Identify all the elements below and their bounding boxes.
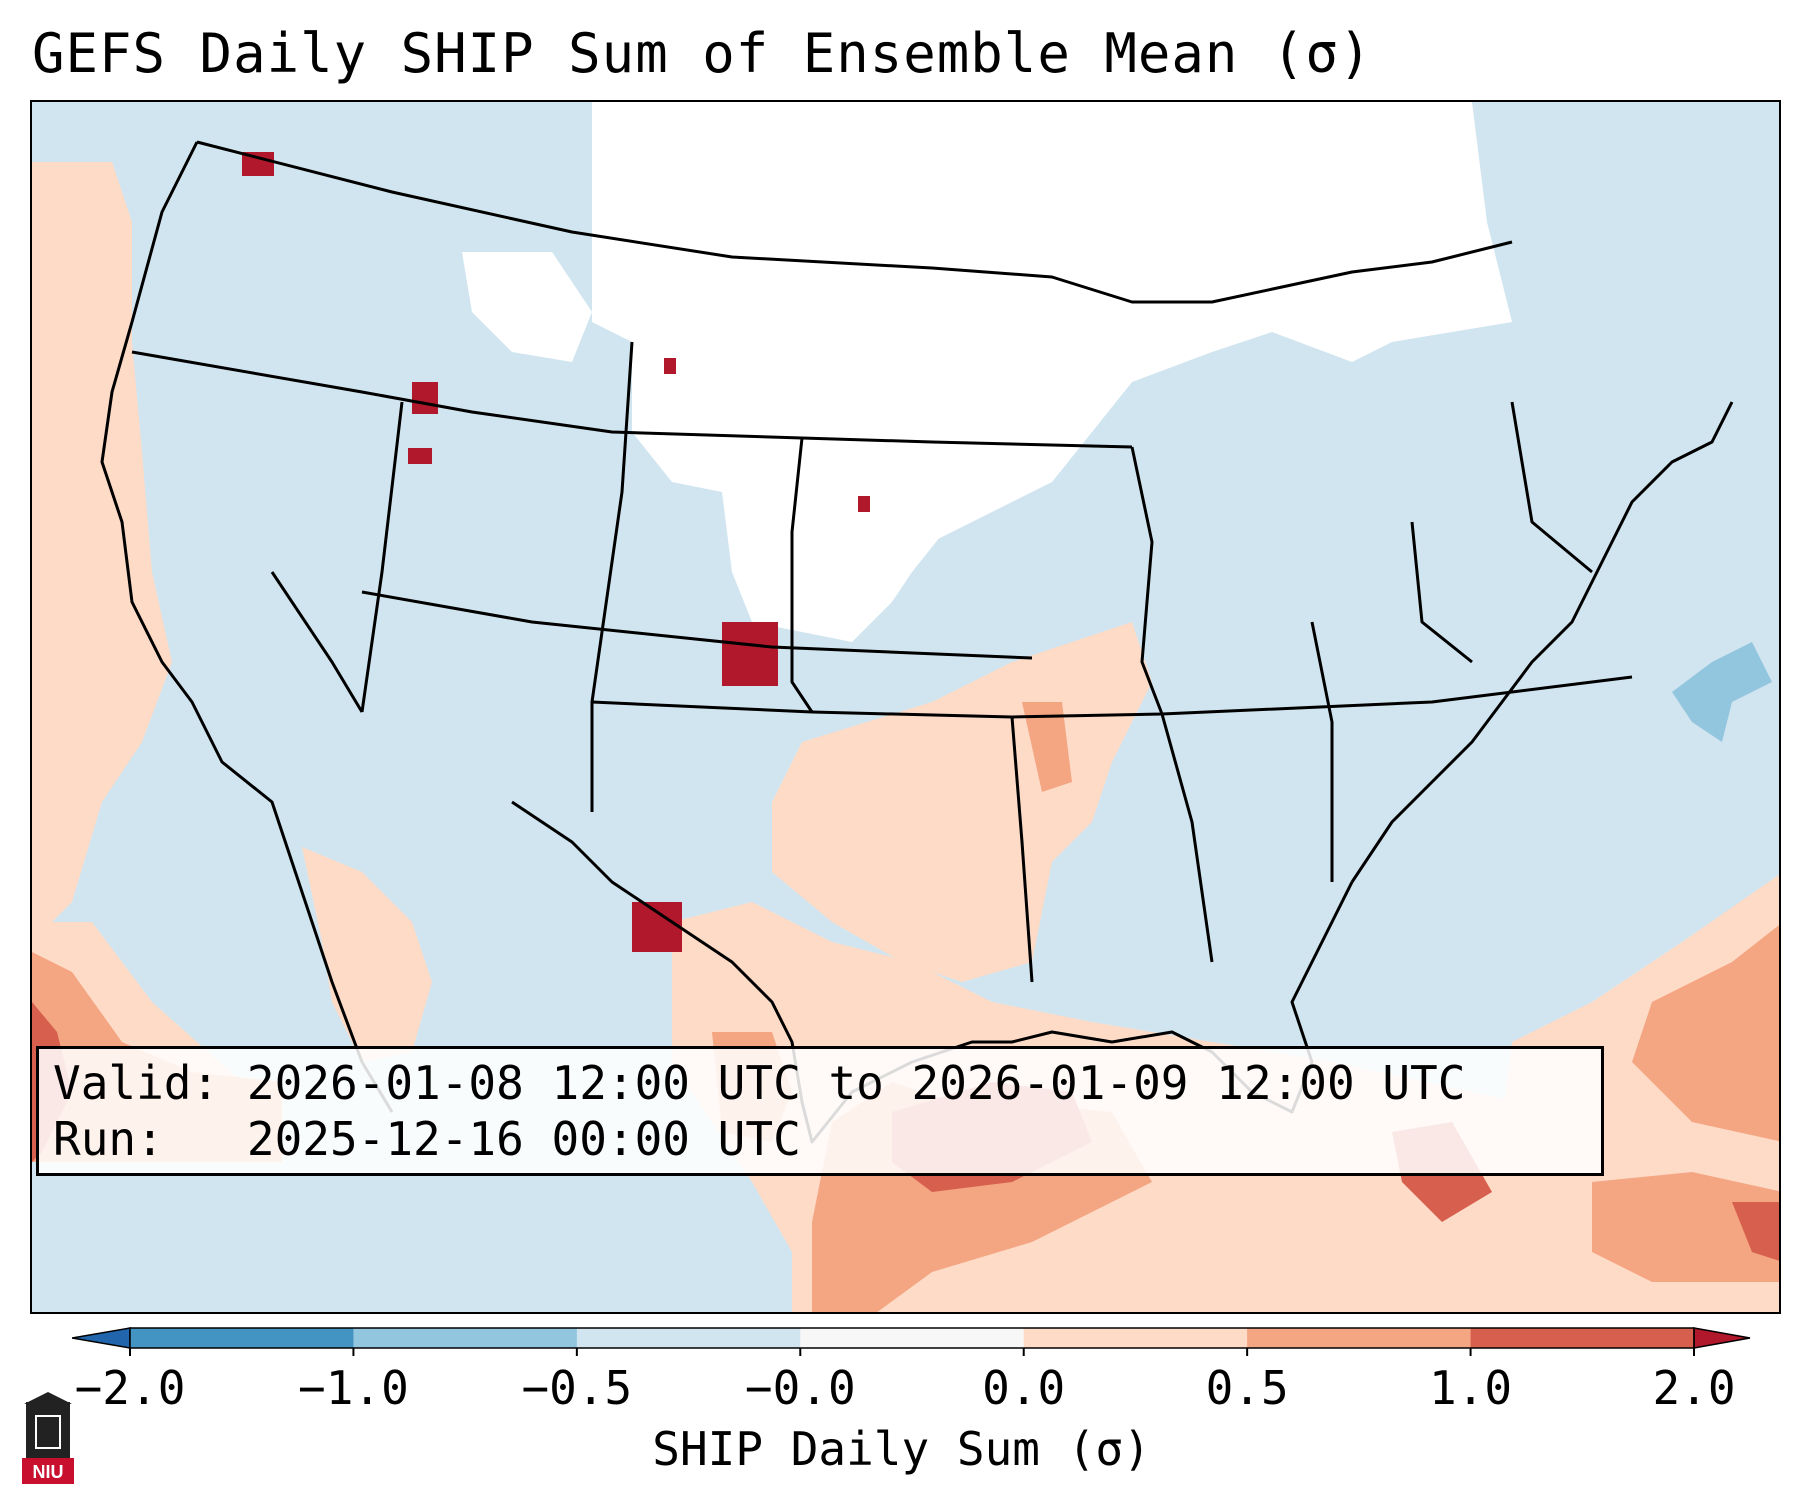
- valid-value: 2026-01-08 12:00 UTC to 2026-01-09 12:00…: [246, 1056, 1466, 1110]
- valid-line: Valid: 2026-01-08 12:00 UTC to 2026-01-0…: [53, 1055, 1587, 1111]
- colorbar-bin: [1247, 1328, 1472, 1348]
- east-coast: [1350, 401, 1734, 883]
- logo-tower: [26, 1402, 70, 1458]
- anomaly-spot-idaho: [412, 382, 438, 414]
- colorbar-outline: [129, 1327, 1695, 1349]
- state-line-7: [1010, 716, 1034, 983]
- colorbar-tick-label: 1.0: [1429, 1361, 1513, 1415]
- state-line-10: [1310, 621, 1334, 882]
- colorbar-tick-label: 0.0: [982, 1361, 1066, 1415]
- anomaly-spot-iowa: [858, 496, 870, 512]
- state-line-6: [790, 437, 814, 713]
- anomaly-region-baja: [302, 847, 432, 1062]
- anomaly-region-missouri: [1022, 702, 1072, 792]
- anomaly-spot-texas: [632, 902, 682, 952]
- colorbar-bin: [353, 1328, 578, 1348]
- anomaly-spot-kansas: [722, 622, 778, 686]
- colorbar-bin: [1470, 1328, 1695, 1348]
- west-coast: [100, 141, 394, 1113]
- anomaly-spot-sd: [664, 358, 676, 374]
- colorbar-title: SHIP Daily Sum (σ): [652, 1422, 1151, 1476]
- colorbar-tick-label: −1.0: [298, 1361, 409, 1415]
- state-line-8: [1130, 446, 1164, 715]
- colorbar-bin: [576, 1328, 801, 1348]
- anomaly-region-atlantic-mid: [1632, 925, 1779, 1142]
- valid-run-info-box: Valid: 2026-01-08 12:00 UTC to 2026-01-0…: [36, 1046, 1604, 1176]
- state-line-1: [131, 350, 1133, 449]
- run-value: 2025-12-16 00:00 UTC: [246, 1112, 801, 1166]
- map-title: GEFS Daily SHIP Sum of Ensemble Mean (σ): [32, 22, 1373, 85]
- colorbar: [72, 1327, 1751, 1356]
- colorbar-tick-label: −0.5: [521, 1361, 633, 1415]
- colorbar-tick-label: 0.5: [1205, 1361, 1289, 1415]
- valid-label: Valid:: [53, 1056, 220, 1110]
- state-line-3: [361, 590, 1033, 660]
- state-country-borders: [100, 140, 1734, 1144]
- state-line-11: [1410, 521, 1473, 664]
- anomaly-region-dakotas-white: [722, 352, 952, 572]
- colorbar-tick-label: −0.0: [744, 1361, 856, 1415]
- colorbar-bin: [800, 1328, 1025, 1348]
- colorbar-bin: [130, 1328, 354, 1348]
- anomaly-region-atlantic-blue: [1672, 642, 1772, 742]
- logo-roof: [24, 1392, 72, 1404]
- colorbar-tick-label: −2.0: [74, 1361, 186, 1415]
- niu-logo-icon: NIU: [22, 1392, 74, 1484]
- state-line-9: [1160, 713, 1214, 963]
- logo-band: [22, 1458, 74, 1484]
- colorbar-extend-low: [72, 1327, 131, 1349]
- anomaly-spot-utah: [408, 448, 432, 464]
- state-line-5: [591, 675, 1633, 719]
- run-label: Run:: [53, 1112, 164, 1166]
- anomaly-region-caribbean: [1592, 1172, 1779, 1282]
- anomaly-region-caribbean-high: [1732, 1202, 1779, 1261]
- state-line-4: [590, 341, 634, 812]
- logo-text: NIU: [33, 1462, 64, 1482]
- run-line: Run: 2025-12-16 00:00 UTC: [53, 1111, 1587, 1167]
- anomaly-region-pacific-coast: [32, 162, 172, 942]
- colorbar-extend-high: [1693, 1327, 1751, 1349]
- state-line-2: [360, 401, 404, 713]
- colorbar-bin: [1023, 1328, 1248, 1348]
- colorbar-tick-label: 2.0: [1652, 1361, 1736, 1415]
- state-line-13: [270, 571, 364, 713]
- state-line-12: [1510, 401, 1593, 574]
- anomaly-region-montana-white: [462, 252, 592, 362]
- us-canada-border: [196, 140, 1513, 304]
- logo-window-grid: [35, 1415, 61, 1449]
